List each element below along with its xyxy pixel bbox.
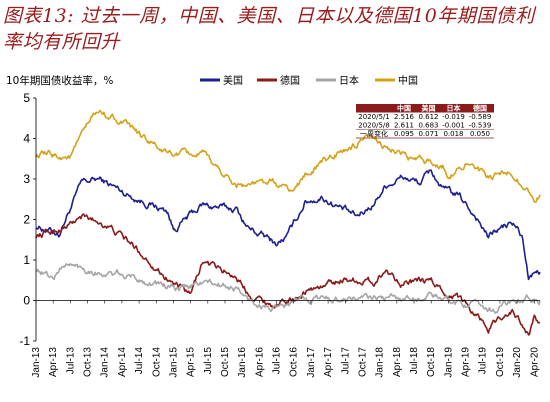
x-tick-label: Apr-20: [529, 347, 540, 377]
x-tick-label: Oct-16: [289, 347, 300, 377]
table-header-cell: 日本: [447, 104, 461, 113]
table-header-bg: [356, 104, 494, 113]
table-cell: 0.612: [418, 113, 438, 121]
y-axis-label: 10年期国债收益率，%: [6, 74, 113, 87]
legend-label: 美国: [223, 74, 243, 87]
x-tick-label: Jan-14: [100, 347, 111, 378]
x-tick-label: Oct-18: [426, 347, 437, 377]
y-tick-label: 1: [23, 253, 30, 267]
x-tick-label: Jan-17: [306, 347, 317, 378]
x-tick-label: Apr-14: [117, 347, 128, 377]
data-table: 中国 美国 日本 德国 2020/5/1 2.516 0.612 -0.019 -0.589 20…: [356, 104, 494, 139]
y-tick-label: 2: [23, 213, 30, 227]
table-cell: -0.019: [442, 113, 465, 121]
x-tick-label: Oct-17: [357, 347, 368, 377]
series-line-0: [35, 169, 541, 281]
series-line-2: [35, 262, 541, 314]
table-cell: -0.001: [442, 122, 465, 130]
x-tick-label: Jan-13: [31, 347, 42, 378]
legend-label: 中国: [398, 74, 418, 87]
y-tick-label: 0: [23, 294, 30, 308]
y-tick-label: 4: [23, 132, 30, 146]
x-tick-label: Jul-17: [340, 347, 351, 375]
x-tick-label: Jan-18: [375, 347, 386, 378]
x-tick-label: Oct-15: [220, 347, 231, 377]
table-cell: 0.683: [418, 122, 438, 130]
table-cell: 2.516: [394, 113, 415, 121]
x-tick-label: Jan-19: [443, 347, 454, 378]
y-tick-label: 3: [23, 172, 30, 186]
table-header-cell: 中国: [397, 104, 411, 113]
legend: 美国 德国 日本 中国: [200, 74, 418, 87]
table-cell: 2020/5/8: [358, 122, 389, 130]
x-tick-label: Jan-20: [512, 347, 523, 378]
x-tick-label: Apr-13: [48, 347, 59, 377]
x-tick-label: Jan-15: [168, 347, 179, 378]
x-tick-label: Jul-15: [203, 347, 214, 375]
x-tick-label: Jul-13: [65, 347, 76, 375]
table-cell: 2020/5/1: [358, 113, 389, 121]
series-line-3: [35, 109, 541, 203]
axis-layer: -1 0 1 2 3 4 5 Jan-13 Apr-13 Jul-13 Oct-13 Jan-14 Ap…: [19, 91, 540, 378]
x-tick-label: Oct-19: [495, 347, 506, 377]
legend-label: 德国: [280, 74, 300, 87]
x-tick-label: Jul-14: [134, 347, 145, 375]
table-cell: -0.539: [469, 122, 492, 130]
x-tick-label: Jan-16: [237, 347, 248, 378]
table-header-cell: 德国: [473, 104, 487, 113]
x-tick-label: Apr-18: [392, 347, 403, 377]
table-header-cell: 美国: [422, 104, 436, 113]
legend-label: 日本: [339, 74, 359, 87]
x-tick-label: Jul-19: [478, 347, 489, 375]
x-tick-label: Apr-17: [323, 347, 334, 377]
x-tick-label: Apr-19: [461, 347, 472, 377]
table-cell: -0.589: [469, 113, 492, 121]
table-cell: 2.611: [394, 122, 414, 130]
x-tick-label: Oct-13: [83, 347, 94, 377]
x-tick-label: Jul-18: [409, 347, 420, 375]
table-cell: 0.095: [394, 130, 414, 138]
table-cell: 0.050: [470, 130, 490, 138]
y-tick-label: -1: [19, 334, 30, 348]
x-tick-label: Apr-15: [186, 347, 197, 377]
y-tick-label: 5: [23, 91, 30, 105]
x-tick-label: Jul-16: [272, 347, 283, 375]
table-cell: 一周变化: [360, 129, 388, 138]
series-layer: [35, 109, 541, 336]
figure-title: 图表13: 过去一周，中国、美国、日本以及德国10年期国债利率均有所回升: [3, 5, 535, 53]
x-tick-label: Oct-14: [151, 347, 162, 377]
table-cell: 0.071: [418, 130, 438, 138]
table-cell: 0.018: [443, 130, 463, 138]
x-tick-label: Apr-16: [254, 347, 265, 377]
